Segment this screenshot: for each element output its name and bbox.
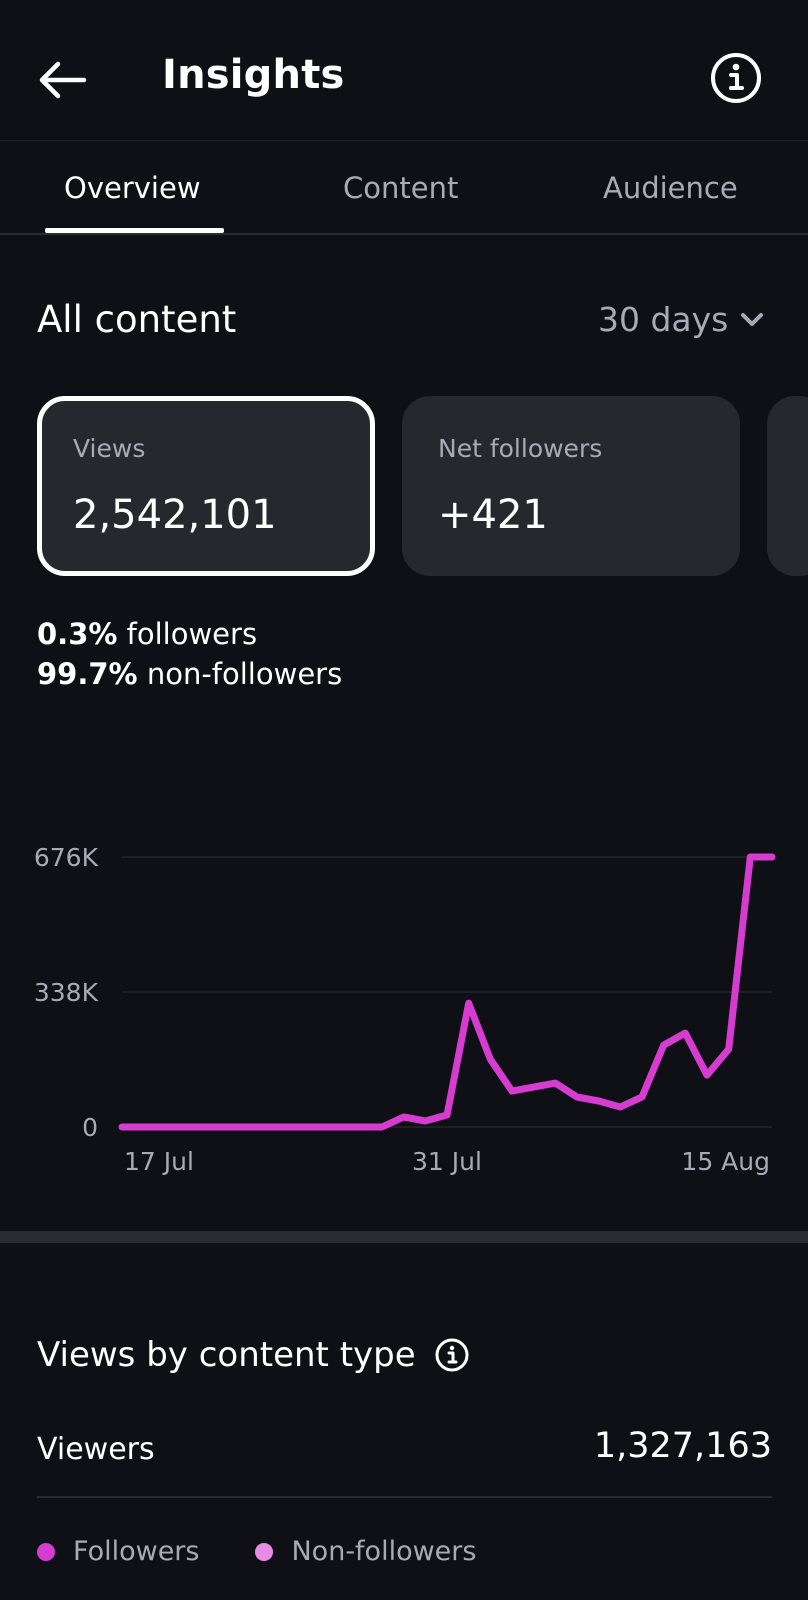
viewers-label: Viewers bbox=[37, 1432, 155, 1467]
metric-card-net-followers[interactable]: Net followers +421 bbox=[402, 396, 740, 576]
y-tick-label: 338K bbox=[34, 978, 99, 1007]
followers-pct: 0.3% bbox=[37, 617, 118, 651]
y-tick-label: 0 bbox=[82, 1113, 98, 1142]
metric-value: +421 bbox=[438, 492, 548, 538]
tab-bar: Overview Content Audience bbox=[0, 141, 808, 233]
header-divider bbox=[0, 140, 808, 141]
metric-card-views[interactable]: Views 2,542,101 bbox=[37, 396, 375, 576]
metric-label: Net followers bbox=[438, 434, 603, 463]
tab-audience[interactable]: Audience bbox=[603, 171, 738, 205]
x-tick-label: 15 Aug bbox=[681, 1147, 770, 1176]
arrow-left-icon bbox=[39, 61, 87, 99]
nonfollowers-share: 99.7% non-followers bbox=[37, 654, 342, 694]
legend-item-followers: Followers bbox=[37, 1536, 199, 1567]
metric-label: Views bbox=[73, 434, 146, 463]
legend-label: Followers bbox=[73, 1536, 200, 1567]
tab-overview[interactable]: Overview bbox=[64, 171, 201, 205]
viewers-value: 1,327,163 bbox=[593, 1426, 772, 1466]
x-tick-label: 17 Jul bbox=[124, 1147, 194, 1176]
followers-share: 0.3% followers bbox=[37, 614, 342, 654]
section-title: All content bbox=[37, 298, 237, 341]
row-divider bbox=[37, 1496, 772, 1498]
metric-value: 2,542,101 bbox=[73, 492, 277, 538]
tab-content[interactable]: Content bbox=[343, 171, 459, 205]
info-button[interactable] bbox=[708, 50, 764, 106]
views-series-line bbox=[118, 853, 776, 1131]
viewers-row: Viewers 1,327,163 bbox=[37, 1424, 772, 1474]
y-tick-label: 676K bbox=[34, 843, 99, 872]
active-tab-indicator bbox=[45, 228, 224, 233]
tabs-divider bbox=[0, 233, 808, 235]
legend-dot bbox=[255, 1542, 274, 1561]
legend-dot bbox=[37, 1542, 55, 1561]
info-circle-icon[interactable] bbox=[434, 1337, 470, 1373]
section-divider bbox=[0, 1231, 808, 1243]
info-circle-icon bbox=[711, 53, 761, 103]
chevron-down-icon bbox=[741, 312, 764, 326]
app-header: Insights bbox=[0, 0, 808, 140]
date-range-label: 30 days bbox=[598, 300, 729, 339]
metric-card-partial[interactable] bbox=[767, 396, 808, 576]
legend-label: Non-followers bbox=[291, 1536, 477, 1567]
followers-label: followers bbox=[126, 617, 258, 651]
legend-item-nonfollowers: Non-followers bbox=[255, 1536, 476, 1567]
x-tick-label: 31 Jul bbox=[412, 1147, 482, 1176]
content-type-title: Views by content type bbox=[37, 1335, 416, 1375]
page-title: Insights bbox=[162, 52, 345, 98]
date-range-dropdown[interactable]: 30 days bbox=[598, 300, 764, 339]
legend: Followers Non-followers bbox=[37, 1536, 532, 1567]
nonfollowers-label: non-followers bbox=[146, 657, 343, 691]
views-line-chart: 676K 338K 0 17 Jul 31 Jul 15 Aug bbox=[34, 843, 776, 1176]
nonfollowers-pct: 99.7% bbox=[37, 657, 138, 691]
content-type-heading: Views by content type bbox=[37, 1335, 470, 1375]
audience-split: 0.3% followers 99.7% non-followers bbox=[37, 614, 342, 694]
back-button[interactable] bbox=[32, 50, 92, 110]
